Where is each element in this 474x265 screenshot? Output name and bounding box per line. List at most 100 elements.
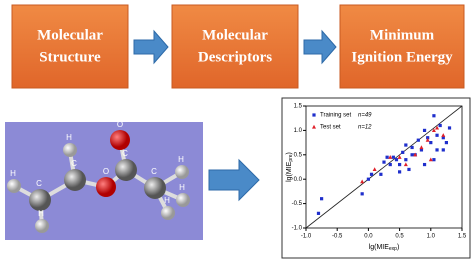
point [394,158,399,162]
flow-box [339,4,465,89]
point [432,158,436,162]
flow-box [171,4,299,89]
box-label: Structure [39,49,101,65]
x-tick-label: 1.5 [458,234,467,240]
legend-count: n=12 [358,125,372,131]
point [435,125,440,130]
point [398,162,402,167]
y-tick-label: 1.0 [294,128,303,134]
legend-marker [312,124,316,129]
point [404,158,408,162]
point [320,197,324,201]
point [425,137,430,142]
atom-label: H [178,155,184,164]
label-part: lg(MIE [369,244,390,251]
point [407,167,411,172]
y-tick-label: -0.5 [292,201,303,207]
point [403,162,408,167]
point [404,143,408,147]
box-label: Minimum [370,27,435,43]
atom-label: C [36,179,42,188]
y-tick-label: 0.0 [294,177,303,183]
atom [35,219,49,233]
point [416,138,420,142]
legend-marker [312,113,316,117]
box-label: Descriptors [198,49,272,65]
atom-label: O [117,120,123,129]
box-label: Molecular [202,27,268,43]
point [413,152,418,157]
y-tick-label: 0.5 [294,152,303,158]
scatter-plot: -1.0 -0.5 0.0 0.5 1.0 1.5 -1.0 -0.5 0.0 0.5 1.0 1.5… [281,97,471,259]
atom-label: H [10,169,16,178]
point [397,155,402,159]
point [428,157,433,162]
atom-label: O [103,167,109,176]
y-tick-label: 1.5 [294,104,303,110]
atom [64,169,86,191]
point [401,150,405,154]
atom [175,165,189,179]
point [391,155,395,159]
atom-label: H [164,196,170,205]
box-label: Ignition Energy [351,49,453,65]
point [419,145,424,150]
point [410,145,414,150]
atom-label: C [122,149,128,158]
point [441,136,445,140]
point [435,148,439,152]
atom-label: C [151,167,157,176]
legend-count: n=49 [358,113,372,119]
label-part: pre [288,154,294,161]
atom-label: H [66,133,72,142]
point [372,167,377,172]
label-part: exp [389,246,397,252]
x-tick-label: 0.5 [395,234,404,240]
box-label: Molecular [37,27,103,43]
point [435,133,439,137]
x-tick-label: 1.0 [427,234,436,240]
label-part: lg(MIE [286,161,293,182]
atom [176,193,190,207]
legend-label: Training set [320,113,351,119]
x-tick-label: -0.5 [332,234,343,240]
atom [29,189,51,211]
point [360,179,365,184]
atom [115,159,137,181]
arrow [303,29,337,65]
atom [161,206,175,220]
atom-label: C [71,159,77,168]
point [366,177,370,181]
point [426,136,430,140]
point [422,128,427,132]
point [431,128,436,132]
atom [110,130,130,150]
point [429,141,433,145]
point [447,126,452,130]
label-part: ) [397,244,399,251]
axes-box [305,105,463,229]
flow-box [11,4,129,89]
point [388,155,393,159]
point [432,114,436,118]
x-tick-label: -1.0 [301,234,312,240]
point [360,192,364,196]
point [382,160,386,164]
x-axis-label: lg(MIEexp) [369,244,400,252]
point [419,148,424,152]
point [410,153,414,157]
atom [144,177,166,199]
atom [7,179,21,193]
atom [96,177,116,197]
label-part: ) [286,152,293,154]
atom-label: H [179,183,185,192]
x-tick-label: 0.0 [364,234,373,240]
point [438,123,442,128]
point [369,172,374,176]
point [388,162,392,167]
legend-label: Test set [320,125,341,131]
point [379,172,383,176]
arrow [133,29,169,65]
arrow [208,158,260,202]
